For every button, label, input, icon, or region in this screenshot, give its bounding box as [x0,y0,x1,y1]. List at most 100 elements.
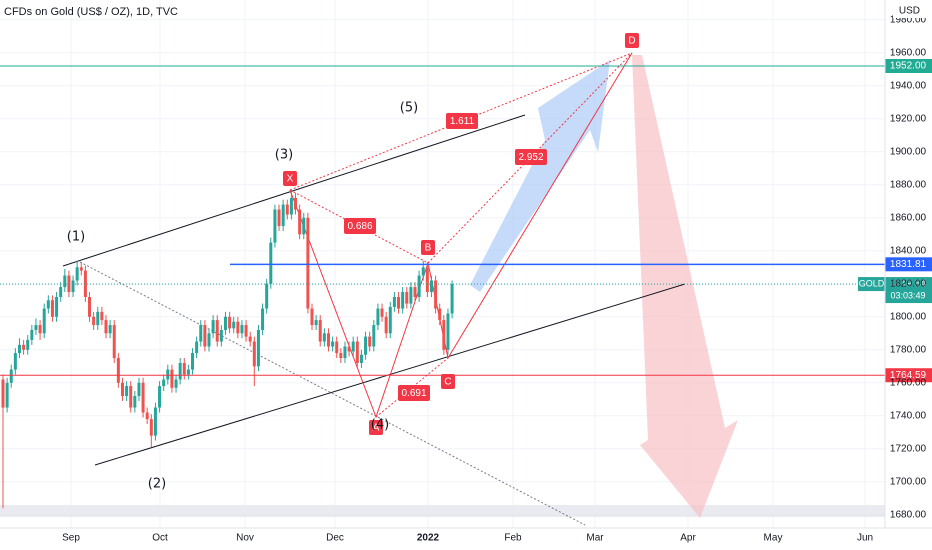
candle-body [244,325,248,337]
candle-body [368,336,372,347]
y-tick-label: 1840.00 [890,245,927,256]
candle-body [450,284,454,314]
candle-body [92,316,96,326]
x-tick-label: Oct [152,533,168,544]
ratio-label: 1.611 [450,116,475,127]
candle-body [166,369,170,380]
red-arrow [632,55,738,518]
candle-body [59,287,63,297]
candle-body [380,308,384,317]
support-zone [0,505,885,517]
candle-body [13,353,17,370]
chart-title: CFDs on Gold (US$ / OZ), 1D, TVC [4,6,178,18]
candle-body [409,287,413,304]
candle-body [42,308,46,334]
point-label: C [444,377,451,388]
candle-body [79,267,83,271]
symbol-label: GOLD [859,278,885,288]
wave-label: (5) [400,101,418,116]
candle-body [137,382,141,396]
candle-body [281,204,285,227]
candle-body [269,242,273,284]
ratio-line [427,52,633,264]
x-tick-label: Feb [504,533,522,544]
candle-body [141,382,145,413]
countdown: 03:03:49 [890,290,925,300]
x-tick-label: Sep [62,533,80,544]
symbol-tag [858,277,885,292]
last-price-label: 1819.84 [890,279,927,290]
candle-body [145,412,149,420]
candle-body [67,275,71,293]
blue-arrow [470,60,610,292]
candle-body [351,341,355,352]
candle-body [108,325,112,334]
candle-body [55,297,59,317]
candle-body [256,330,260,367]
candle-body [306,217,310,309]
trend-dotted [79,261,586,526]
candle-body [22,344,26,350]
level-label: 1952.00 [890,61,927,72]
candle-body [104,320,108,334]
candle-body [174,379,178,388]
candle-body [211,320,215,334]
candle-body [326,333,330,347]
y-tick-label: 1980.00 [890,14,927,25]
candle-body [228,316,232,329]
ratio-box [446,113,478,129]
candle-body [203,325,207,347]
candle-body [178,363,182,380]
candle-body [158,386,162,408]
candle-body [9,369,13,383]
candle-body [322,333,326,342]
candle-body [17,344,21,354]
x-tick-label: Mar [586,533,604,544]
candle-body [265,283,269,309]
wave-label: (3) [275,148,293,163]
x-tick-label: May [764,533,783,544]
ratio-box [344,218,376,234]
candle-body [199,325,203,342]
candle-body [429,280,433,293]
ratio-label: 0.691 [401,388,426,399]
x-tick-label: 2022 [417,533,440,544]
candle-body [318,320,322,342]
candle-body [46,300,50,309]
wave-label: (4) [371,418,389,433]
candle-body [310,308,314,326]
candle-body [149,419,153,436]
candle-body [75,267,79,281]
y-tick-label: 1960.00 [890,47,927,58]
candle-body [364,336,368,355]
candle-body [392,297,396,307]
candle-body [372,325,376,347]
x-tick-label: Apr [680,533,696,544]
candle-body [1,379,5,408]
candle-body [50,300,54,317]
candle-body [355,341,359,363]
y-tick-label: 1900.00 [890,146,927,157]
candle-body [191,353,195,370]
candle-body [133,396,137,408]
candle-body [116,358,120,383]
candle-body [277,209,281,227]
candle-body [71,280,75,293]
candle-body [125,386,129,396]
channel-upper [62,114,526,267]
candle-body [376,308,380,326]
wave-label: (2) [148,477,166,492]
level-tag [885,368,932,383]
candle-body [236,321,240,334]
price-axis: 1680.00 1700.00 1720.00 1740.00 1760.00 1780.… [62,14,926,543]
candle-body [96,311,100,326]
candle-body [223,316,227,330]
candle-body [88,297,92,317]
candle-body [359,354,363,363]
candle-body [219,330,223,342]
point-box [283,171,297,186]
y-tick-label: 1720.00 [890,443,927,454]
candle-body [232,321,236,329]
point-label: D [628,36,635,47]
candle-body [401,292,405,309]
